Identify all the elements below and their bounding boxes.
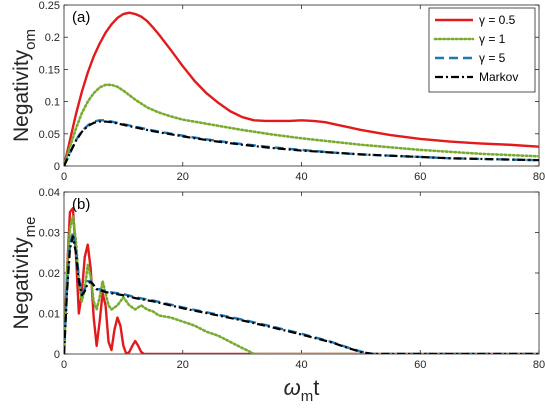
x-tick-label: 80	[533, 171, 545, 183]
panel-b: 0 20 40 60 80 0 0.01 0.02 0.03 0.04 (b) Negativitym…	[10, 187, 545, 371]
y-tick-label: 0	[54, 161, 60, 173]
series-line-dotted	[64, 215, 539, 354]
series-group	[64, 11, 539, 166]
legend-entry-label: γ = 5	[479, 51, 506, 65]
legend-entry-label: γ = 1	[479, 32, 506, 46]
panel-label: (a)	[72, 9, 90, 26]
legend-entry-label: γ = 0.5	[479, 13, 516, 27]
y-tick-label: 0.04	[39, 187, 60, 199]
legend-text: = 0.5	[485, 13, 516, 27]
y-tick-label: 0.01	[39, 309, 60, 321]
y-tick-label: 0.15	[39, 64, 60, 76]
x-tick-label: 60	[414, 359, 426, 371]
y-axis-label-main: Negativity	[10, 237, 33, 330]
legend-symbol: γ	[479, 13, 485, 27]
y-axis-label-subscript: om	[22, 29, 39, 50]
x-tick-label: 60	[414, 171, 426, 183]
legend-text: = 1	[485, 32, 506, 46]
x-tick-label: 80	[533, 359, 545, 371]
y-axis-label-main: Negativity	[10, 49, 33, 142]
y-tick-label: 0.03	[39, 228, 60, 240]
legend-entry-label: Markov	[479, 70, 518, 84]
y-axis-label: Negativityme	[10, 216, 39, 329]
y-tick-label: 0.1	[45, 97, 60, 109]
y-axis-label-subscript: me	[22, 216, 39, 237]
series-line-dashdot	[64, 120, 539, 166]
series-line-dotted	[64, 83, 539, 166]
x-axis-label: ωmt	[284, 375, 320, 405]
x-axis-label-tail: t	[313, 375, 319, 400]
y-tick-label: 0.05	[39, 129, 60, 141]
legend-symbol: γ	[479, 32, 485, 46]
y-tick-label: 0.02	[39, 268, 60, 280]
series-line-solid	[64, 11, 539, 166]
y-tick-label: 0.25	[39, 0, 60, 12]
legend-text: Markov	[479, 70, 518, 84]
x-axis-label-text: ωmt	[284, 375, 320, 405]
series-group	[64, 207, 539, 354]
series-line-dashdot	[64, 235, 539, 354]
x-tick-label: 20	[177, 359, 189, 371]
x-tick-label: 40	[295, 359, 307, 371]
y-tick-label: 0.2	[45, 32, 60, 44]
panel-a: 0 20 40 60 80 0 0.05 0.1 0.15 0.2 0.25 (a) Negativit…	[10, 0, 545, 183]
y-axis-label: Negativityom	[10, 29, 39, 142]
x-tick-label: 0	[61, 359, 67, 371]
legend-text: = 5	[485, 51, 506, 65]
x-tick-label: 20	[177, 171, 189, 183]
plot-area	[63, 191, 540, 355]
x-axis-label-main: ω	[284, 375, 301, 400]
x-tick-label: 0	[61, 171, 67, 183]
panel-label: (b)	[72, 196, 90, 213]
y-tick-label: 0	[54, 349, 60, 361]
x-tick-label: 40	[295, 171, 307, 183]
x-axis-label-subscript: m	[301, 388, 314, 405]
legend-symbol: γ	[479, 51, 485, 65]
